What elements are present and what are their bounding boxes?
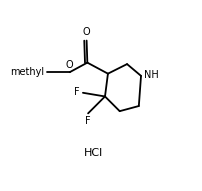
Text: methyl: methyl: [10, 67, 44, 77]
Text: NH: NH: [144, 70, 159, 80]
Text: HCl: HCl: [84, 148, 104, 158]
Text: O: O: [66, 60, 74, 70]
Text: F: F: [84, 116, 90, 126]
Text: F: F: [74, 87, 80, 97]
Text: O: O: [83, 27, 90, 37]
